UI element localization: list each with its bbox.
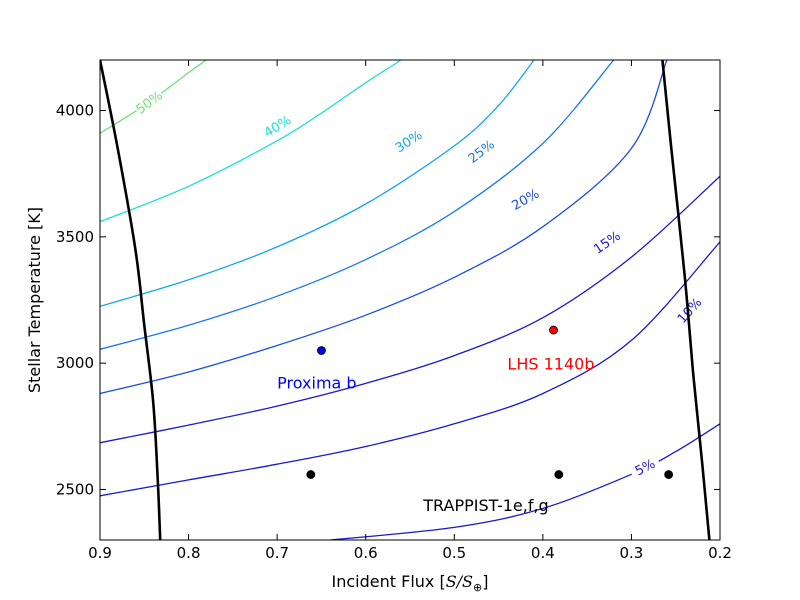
x-axis-label: Incident Flux [S/S⊕] [332, 572, 489, 594]
contour-label-text: 15% [591, 229, 623, 258]
contour-label-bg [507, 183, 543, 214]
data-point-5 [664, 470, 674, 479]
contour-line-15pct [100, 175, 720, 444]
contour-label-text: 50% [134, 88, 166, 117]
contour-line-10pct [100, 241, 720, 497]
y-tick-label: 3000 [56, 354, 94, 372]
plot-area: 5%10%15%20%25%30%40%50% [100, 60, 720, 540]
contour-line-5pct [330, 423, 720, 540]
x-axis-label-text: Incident Flux [ [332, 572, 446, 591]
y-tick-label: 3500 [56, 228, 94, 246]
y-tick-label: 4000 [56, 102, 94, 120]
x-tick-label: 0.6 [354, 544, 378, 562]
y-axis-label: Stellar Temperature [K] [25, 207, 44, 393]
y-tick-label: 2500 [56, 480, 94, 498]
planet-label-3: TRAPPIST-1e,f,g [422, 496, 548, 515]
contour-line-40pct [100, 60, 402, 223]
contour-label-40pct: 40% [259, 110, 295, 141]
contour-label-15pct: 15% [589, 225, 624, 258]
contour-label-bg [259, 110, 295, 141]
contour-label-text: 25% [466, 137, 498, 167]
data-point-3 [306, 470, 316, 479]
x-tick-label: 0.3 [619, 544, 643, 562]
x-tick-label: 0.2 [708, 544, 732, 562]
contour-label-bg [627, 451, 662, 481]
data-point-4 [554, 470, 564, 479]
contour-line-30pct [100, 60, 535, 307]
x-tick-label: 0.7 [265, 544, 289, 562]
x-tick-label: 0.5 [442, 544, 466, 562]
x-axis-label-sub: ⊕ [473, 581, 482, 594]
boundary-line-2 [661, 60, 711, 540]
contour-label-bg [463, 134, 498, 167]
plot-frame [99, 59, 721, 541]
data-point-2 [549, 325, 558, 335]
x-tick-label: 0.4 [531, 544, 555, 562]
contour-line-50pct [100, 60, 207, 134]
x-tick-label: 0.9 [88, 544, 112, 562]
x-axis-label-math: S/S [446, 572, 473, 591]
contour-label-30pct: 30% [390, 125, 426, 156]
contour-label-25pct: 25% [463, 134, 498, 167]
contour-label-bg [589, 225, 624, 257]
contour-line-25pct [100, 60, 615, 350]
contour-label-5pct: 5% [627, 451, 662, 481]
contour-label-50pct: 50% [131, 85, 166, 118]
contour-label-bg [390, 125, 426, 156]
contour-line-20pct [100, 60, 668, 395]
planet-label-2: LHS 1140b [507, 354, 594, 373]
boundary-line-1 [100, 60, 162, 540]
contour-label-bg [131, 85, 166, 118]
data-point-1 [317, 346, 326, 355]
contour-label-20pct: 20% [507, 183, 543, 214]
planet-label-1: Proxima b [277, 373, 356, 392]
x-axis-label-end: ] [482, 572, 488, 591]
x-tick-label: 0.8 [177, 544, 201, 562]
